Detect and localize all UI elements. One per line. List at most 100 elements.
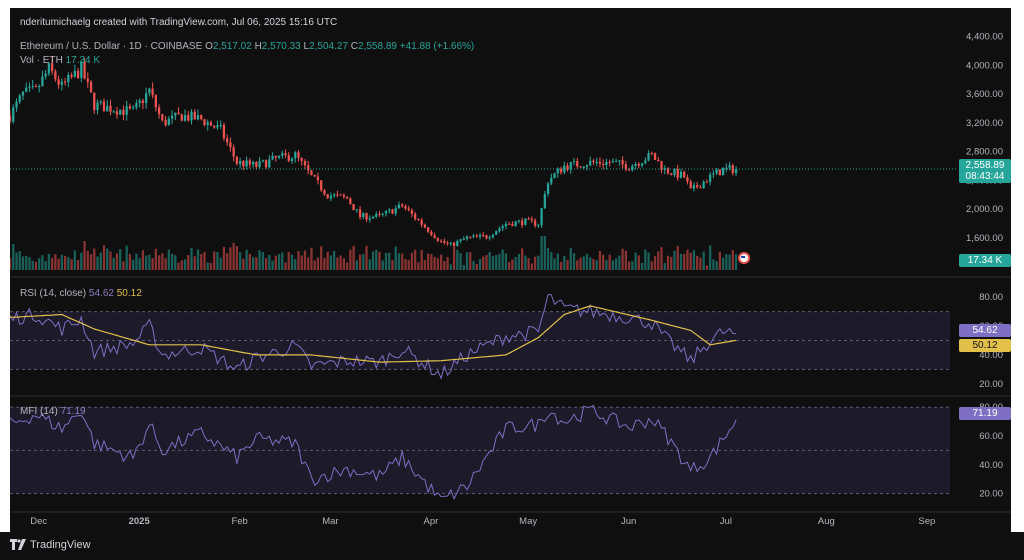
volume-label[interactable]: Vol · ETH: [20, 55, 63, 66]
candle: [485, 234, 488, 240]
volume-bar: [345, 262, 349, 270]
candle-body: [728, 165, 731, 168]
candle: [290, 157, 294, 164]
candle-body: [57, 79, 60, 85]
volume-bar: [41, 255, 44, 270]
price-axis-tick-label: 1,600.00: [966, 233, 1003, 244]
candle: [281, 150, 284, 159]
candle-body: [508, 223, 511, 225]
chart-canvas[interactable]: 1,600.002,000.002,400.002,800.003,200.00…: [10, 8, 1011, 532]
candle: [508, 221, 511, 225]
candle-body: [229, 142, 232, 148]
candle: [475, 233, 478, 238]
volume-bar: [242, 258, 245, 270]
candle-body: [657, 159, 660, 162]
candle: [621, 156, 624, 169]
candle: [443, 238, 446, 245]
candle: [187, 111, 190, 122]
volume-bar: [89, 254, 93, 270]
candle: [550, 173, 553, 186]
volume-bar: [491, 256, 495, 270]
candle-body: [157, 107, 161, 115]
candle-body: [627, 169, 631, 171]
candle: [310, 169, 313, 176]
candle: [452, 241, 456, 249]
volume-bar: [456, 249, 459, 270]
candle: [235, 156, 239, 166]
footer-brand[interactable]: TradingView: [30, 539, 91, 551]
volume-bar: [676, 246, 679, 270]
volume-bar: [640, 262, 644, 270]
candle: [631, 164, 634, 172]
volume-bar: [543, 236, 546, 270]
candle-body: [177, 112, 180, 115]
volume-bar: [148, 254, 151, 270]
candle-body: [378, 213, 381, 215]
candle: [436, 237, 439, 243]
rsi-ma-line: [10, 305, 737, 363]
candle-body: [598, 161, 602, 164]
volume-bar: [592, 258, 595, 270]
volume-bar: [145, 255, 148, 270]
candle-body: [689, 181, 692, 189]
candle: [556, 167, 559, 178]
candle: [653, 152, 657, 160]
candle-body: [138, 100, 141, 104]
candle: [12, 104, 15, 124]
candle: [721, 167, 725, 176]
candle: [70, 72, 73, 80]
candle: [624, 160, 627, 172]
candle-body: [44, 73, 47, 77]
candle: [734, 166, 738, 177]
volume-bar: [245, 249, 248, 270]
candle: [300, 157, 303, 166]
symbol-name[interactable]: Ethereum / U.S. Dollar · 1D · COINBASE: [20, 41, 203, 52]
candle-body: [31, 86, 34, 88]
candle-body: [725, 167, 728, 169]
candle-body: [388, 209, 391, 211]
candle: [86, 72, 89, 88]
candle-body: [521, 220, 524, 226]
volume-bar: [222, 246, 226, 270]
candle: [34, 83, 38, 88]
candle-body: [167, 118, 170, 126]
candle-body: [232, 147, 235, 157]
candle: [73, 64, 76, 78]
candle-body: [485, 235, 488, 239]
time-axis-tick-label: Apr: [423, 516, 438, 527]
candle-body: [465, 236, 469, 239]
candle-body: [235, 156, 239, 164]
candle-body: [375, 213, 378, 217]
candle-body: [28, 86, 31, 88]
rsi-label[interactable]: RSI (14, close): [20, 288, 87, 299]
candle: [10, 110, 12, 124]
volume-bar: [582, 256, 585, 270]
volume-bar: [333, 250, 336, 270]
rsi-ma-badge: 50.12: [959, 339, 1011, 352]
volume-bar: [248, 253, 251, 270]
volume-bar: [559, 261, 563, 270]
candle: [420, 218, 423, 228]
candle-body: [99, 101, 102, 103]
candle: [407, 205, 410, 212]
candle-body: [488, 237, 491, 239]
candlestick-series: [10, 56, 738, 249]
mfi-label[interactable]: MFI (14): [20, 406, 58, 417]
candle: [242, 159, 245, 171]
volume-bar: [478, 258, 482, 270]
volume-bar: [51, 257, 54, 270]
candle: [709, 171, 712, 186]
volume-bar: [303, 250, 307, 270]
tradingview-logo-icon[interactable]: [10, 539, 26, 552]
volume-bar: [420, 249, 423, 270]
candle-body: [80, 61, 83, 78]
volume-bar: [404, 259, 407, 270]
candle: [433, 232, 436, 239]
volume-bar: [167, 249, 170, 270]
candle: [161, 113, 164, 122]
volume-bar: [368, 259, 371, 270]
candle: [57, 75, 60, 89]
volume-bar: [86, 250, 89, 270]
candle: [345, 196, 349, 199]
candle-body: [106, 105, 109, 112]
